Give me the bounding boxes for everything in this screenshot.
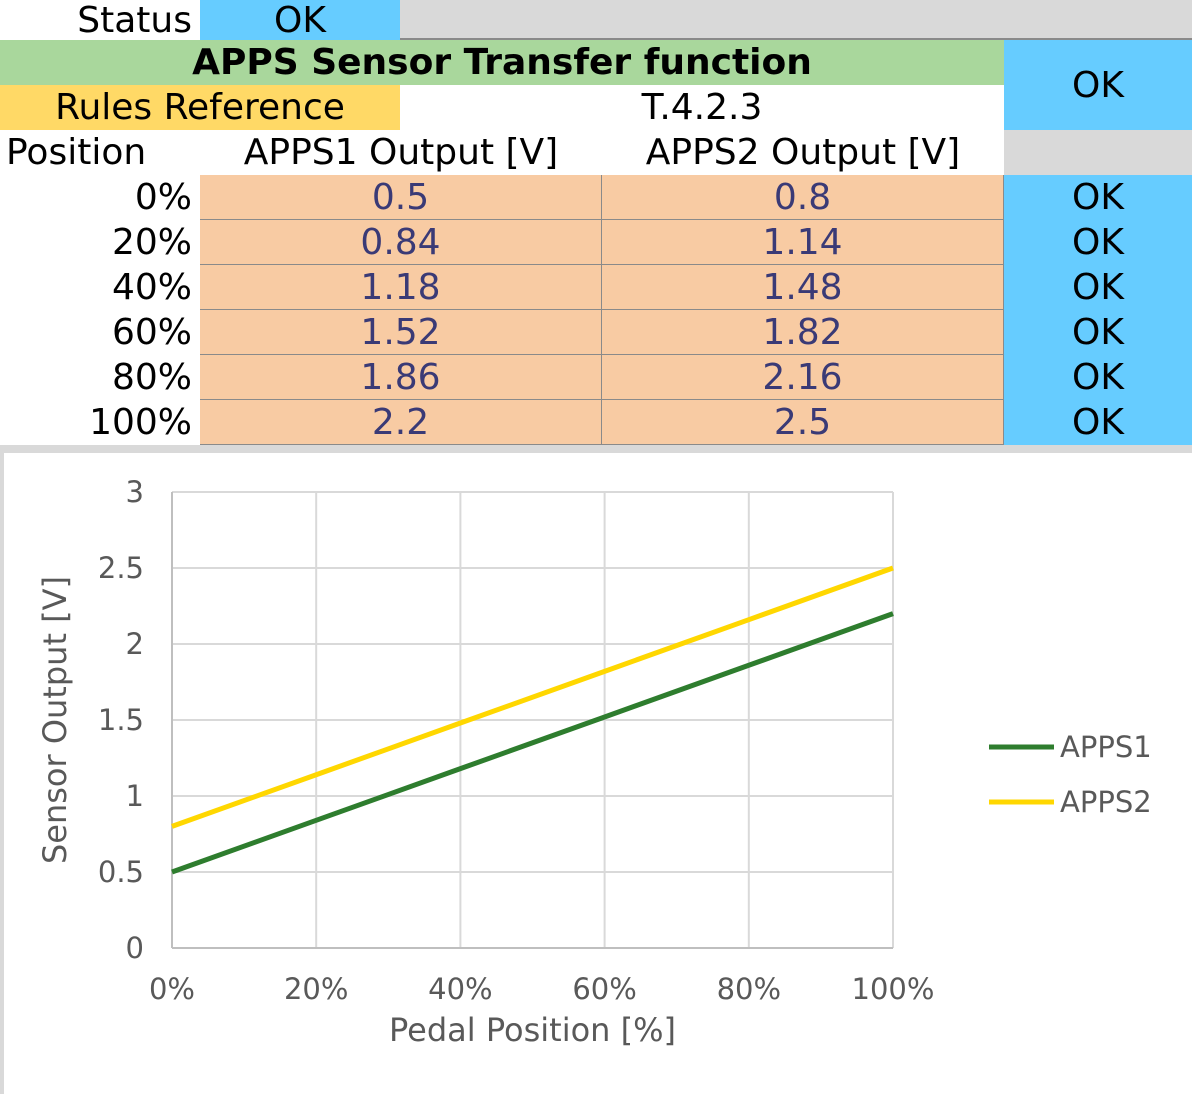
series-line-apps1 [171,611,894,875]
y-tick-label: 0.5 [98,855,144,889]
x-tick-label: 60% [572,972,636,1006]
y-tick-label: 3 [126,475,144,509]
status-value[interactable]: OK [200,0,400,40]
row-apps1-value[interactable]: 0.84 [200,220,602,265]
series-line-apps2 [171,565,894,829]
header-apps1: APPS1 Output [V] [200,130,602,175]
legend-label-apps2: APPS2 [1060,785,1152,819]
row-check-ok: OK [1004,355,1192,400]
row-apps2-value[interactable]: 1.48 [602,265,1004,310]
row-apps2-value[interactable]: 2.16 [602,355,1004,400]
row-position: 80% [0,355,200,400]
section-title: APPS Sensor Transfer function [0,40,1004,85]
x-tick-label: 80% [717,972,781,1006]
status-row-filler [400,0,1192,40]
row-position: 20% [0,220,200,265]
row-apps1-value[interactable]: 1.86 [200,355,602,400]
y-tick-label: 2.5 [98,551,144,585]
row-apps1-value[interactable]: 0.5 [200,175,602,220]
row-apps1-value[interactable]: 1.52 [200,310,602,355]
x-tick-label: 0% [149,972,195,1006]
row-apps1-value[interactable]: 2.2 [200,400,602,445]
row-position: 40% [0,265,200,310]
x-tick-label: 20% [284,972,348,1006]
x-tick-label: 40% [428,972,492,1006]
status-label: Status [0,0,200,40]
row-apps2-value[interactable]: 1.14 [602,220,1004,265]
header-filler [1004,130,1192,175]
y-tick-label: 1.5 [98,703,144,737]
row-apps2-value[interactable]: 1.82 [602,310,1004,355]
row-position: 100% [0,400,200,445]
row-apps2-value[interactable]: 2.5 [602,400,1004,445]
section-check-ok[interactable]: OK [1004,40,1192,130]
chart-svg: 0 0.5 1 1.5 2 2.5 3 0% 20% 40% 60% 80% 100% Pedal Pos… [36,475,1152,1049]
rules-reference-label: Rules Reference [0,85,400,130]
row-check-ok: OK [1004,265,1192,310]
x-axis-title: Pedal Position [%] [389,1011,676,1049]
chart[interactable]: 0 0.5 1 1.5 2 2.5 3 0% 20% 40% 60% 80% 100% Pedal Pos… [4,453,1192,1094]
header-position: Position [0,130,200,175]
x-tick-label: 100% [852,972,935,1006]
row-position: 60% [0,310,200,355]
y-tick-label: 0 [126,931,144,965]
row-check-ok: OK [1004,310,1192,355]
row-check-ok: OK [1004,400,1192,445]
y-axis-title: Sensor Output [V] [36,576,74,864]
row-check-ok: OK [1004,220,1192,265]
rules-reference-value[interactable]: T.4.2.3 [400,85,1004,130]
header-apps2: APPS2 Output [V] [602,130,1004,175]
row-position: 0% [0,175,200,220]
row-apps2-value[interactable]: 0.8 [602,175,1004,220]
y-tick-label: 2 [126,627,144,661]
legend-label-apps1: APPS1 [1060,730,1152,764]
row-apps1-value[interactable]: 1.18 [200,265,602,310]
y-tick-label: 1 [126,779,144,813]
row-check-ok: OK [1004,175,1192,220]
